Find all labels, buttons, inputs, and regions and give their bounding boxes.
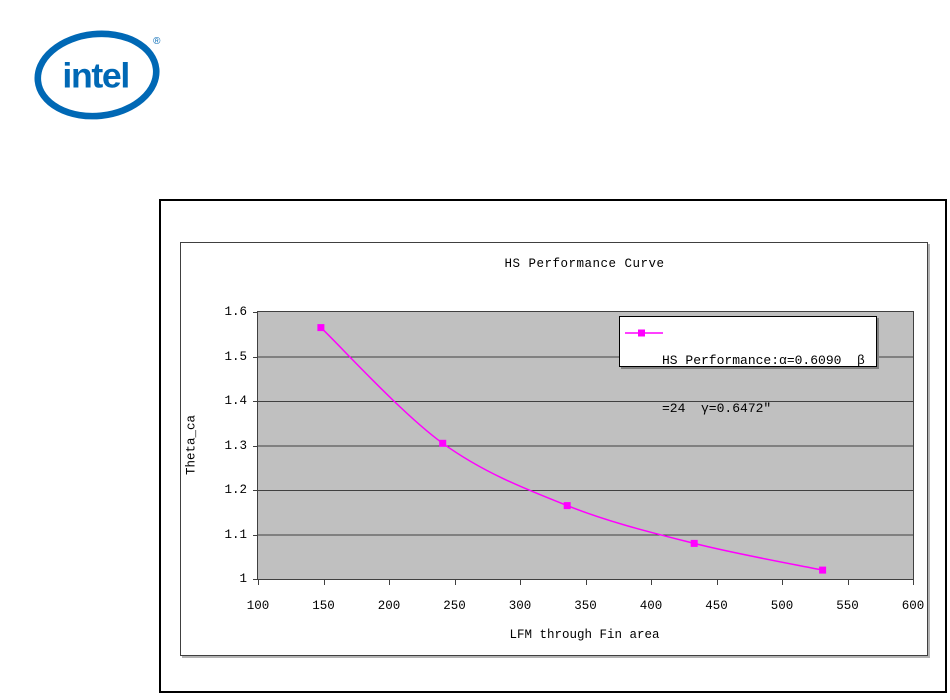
y-tick-mark — [253, 579, 257, 580]
y-tick-label: 1.4 — [224, 394, 247, 408]
x-tick-mark — [454, 580, 456, 585]
x-tick-mark — [651, 580, 652, 585]
y-tick-mark — [253, 312, 257, 313]
plot-canvas — [258, 324, 913, 574]
data-point-marker — [317, 324, 325, 332]
x-axis-title: LFM through Fin area — [509, 628, 660, 642]
x-tick-mark — [782, 580, 783, 585]
x-tick-mark — [389, 580, 390, 585]
chart-area: HS Performance Curve Theta_ca LFM throug… — [180, 242, 928, 656]
legend-label-line2: =24 γ=0.6472″ — [662, 401, 772, 416]
legend-label: HS Performance:α=0.6090 β =24 γ=0.6472″ — [662, 321, 865, 449]
x-tick-label: 500 — [770, 599, 794, 613]
y-tick-label: 1.1 — [224, 527, 247, 542]
x-tick-label: 350 — [574, 599, 597, 613]
y-tick-label: 1.2 — [224, 483, 247, 497]
data-point-marker — [563, 502, 571, 510]
y-tick-label: 1.5 — [224, 349, 247, 364]
x-tick-mark — [258, 580, 259, 585]
x-tick-label: 550 — [836, 599, 859, 613]
legend-square-marker — [638, 329, 645, 337]
y-tick-mark — [253, 356, 257, 358]
y-tick-mark — [253, 401, 257, 402]
x-tick-label: 300 — [508, 599, 532, 613]
x-tick-label: 250 — [443, 599, 466, 613]
registered-trademark-icon: ® — [153, 36, 161, 47]
x-tick-mark — [716, 580, 718, 585]
x-tick-mark — [913, 580, 914, 585]
intel-logo-graphic: intel ® — [34, 30, 161, 120]
y-tick-label: 1 — [239, 572, 247, 586]
x-tick-mark — [323, 580, 325, 585]
intel-logo: intel ® — [33, 22, 165, 120]
x-tick-mark — [585, 580, 587, 585]
y-tick-mark — [253, 534, 257, 536]
chart-outer-frame: HS Performance Curve Theta_ca LFM throug… — [159, 199, 947, 693]
x-tick-label: 600 — [901, 599, 925, 613]
x-tick-label: 400 — [639, 599, 663, 613]
y-tick-mark — [253, 490, 257, 491]
x-tick-label: 450 — [705, 599, 728, 613]
x-tick-mark — [847, 580, 849, 585]
legend: HS Performance:α=0.6090 β =24 γ=0.6472″ — [619, 316, 877, 416]
data-point-marker — [439, 439, 447, 447]
y-tick-label: 1.6 — [224, 305, 247, 319]
intel-logo-text: intel — [62, 56, 129, 96]
legend-label-line1: HS Performance:α=0.6090 β — [662, 353, 865, 368]
intel-swoosh-oval — [34, 30, 160, 120]
y-tick-label: 1.3 — [224, 438, 247, 453]
chart-title: HS Performance Curve — [504, 257, 665, 271]
x-tick-label: 150 — [312, 599, 335, 613]
data-point-marker — [819, 566, 827, 574]
y-tick-mark — [253, 445, 257, 447]
x-tick-label: 100 — [246, 599, 270, 613]
x-tick-mark — [520, 580, 521, 585]
data-point-marker — [690, 539, 698, 547]
legend-marker-icon — [625, 329, 663, 337]
x-tick-label: 200 — [377, 599, 401, 613]
